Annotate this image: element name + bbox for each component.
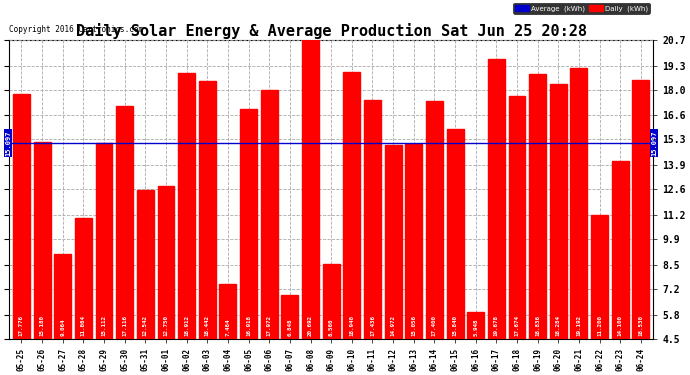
Bar [95, 143, 112, 339]
Bar [405, 144, 422, 339]
Bar [509, 96, 526, 339]
Text: 18.442: 18.442 [205, 315, 210, 336]
Bar [219, 284, 237, 339]
Bar [344, 72, 360, 339]
Text: 17.116: 17.116 [122, 315, 127, 336]
Text: 18.530: 18.530 [638, 315, 643, 336]
Text: 15.180: 15.180 [39, 315, 45, 336]
Bar [426, 100, 443, 339]
Legend: Average  (kWh), Daily  (kWh): Average (kWh), Daily (kWh) [513, 3, 650, 14]
Text: 15.056: 15.056 [411, 315, 416, 336]
Text: 16.918: 16.918 [246, 315, 251, 336]
Bar [178, 73, 195, 339]
Text: 15.097: 15.097 [5, 130, 11, 156]
Text: 7.484: 7.484 [226, 318, 230, 336]
Text: 18.836: 18.836 [535, 315, 540, 336]
Text: Copyright 2016 Cartronics.com: Copyright 2016 Cartronics.com [9, 25, 143, 34]
Text: 19.678: 19.678 [494, 315, 499, 336]
Text: 15.097: 15.097 [651, 130, 658, 156]
Bar [384, 146, 402, 339]
Title: Daily Solar Energy & Average Production Sat Jun 25 20:28: Daily Solar Energy & Average Production … [76, 22, 586, 39]
Text: 12.750: 12.750 [164, 315, 168, 336]
Bar [199, 81, 216, 339]
Text: 6.848: 6.848 [287, 318, 293, 336]
Bar [34, 141, 50, 339]
Text: 11.200: 11.200 [597, 315, 602, 336]
Text: 17.400: 17.400 [432, 315, 437, 336]
Bar [302, 40, 319, 339]
Text: 15.112: 15.112 [101, 315, 106, 336]
Text: 18.284: 18.284 [556, 315, 561, 336]
Bar [282, 296, 298, 339]
Bar [488, 58, 505, 339]
Bar [240, 110, 257, 339]
Text: 18.912: 18.912 [184, 315, 189, 336]
Bar [612, 162, 629, 339]
Bar [157, 186, 175, 339]
Bar [571, 68, 587, 339]
Bar [55, 255, 71, 339]
Bar [116, 106, 133, 339]
Text: 17.674: 17.674 [515, 315, 520, 336]
Text: 5.948: 5.948 [473, 318, 478, 336]
Bar [323, 264, 339, 339]
Text: 19.192: 19.192 [576, 315, 582, 336]
Bar [467, 312, 484, 339]
Text: 17.436: 17.436 [370, 315, 375, 336]
Bar [137, 190, 154, 339]
Bar [75, 217, 92, 339]
Text: 8.560: 8.560 [328, 318, 334, 336]
Text: 17.972: 17.972 [267, 315, 272, 336]
Bar [261, 90, 277, 339]
Bar [364, 100, 381, 339]
Bar [529, 74, 546, 339]
Text: 12.542: 12.542 [143, 315, 148, 336]
Text: 14.100: 14.100 [618, 315, 623, 336]
Text: 20.692: 20.692 [308, 315, 313, 336]
Bar [633, 80, 649, 339]
Text: 11.064: 11.064 [81, 315, 86, 336]
Bar [591, 215, 608, 339]
Bar [550, 84, 566, 339]
Bar [13, 94, 30, 339]
Text: 9.064: 9.064 [60, 318, 66, 336]
Text: 18.940: 18.940 [349, 315, 355, 336]
Bar [446, 129, 464, 339]
Text: 15.840: 15.840 [453, 315, 457, 336]
Text: 14.972: 14.972 [391, 315, 395, 336]
Text: 17.776: 17.776 [19, 315, 24, 336]
